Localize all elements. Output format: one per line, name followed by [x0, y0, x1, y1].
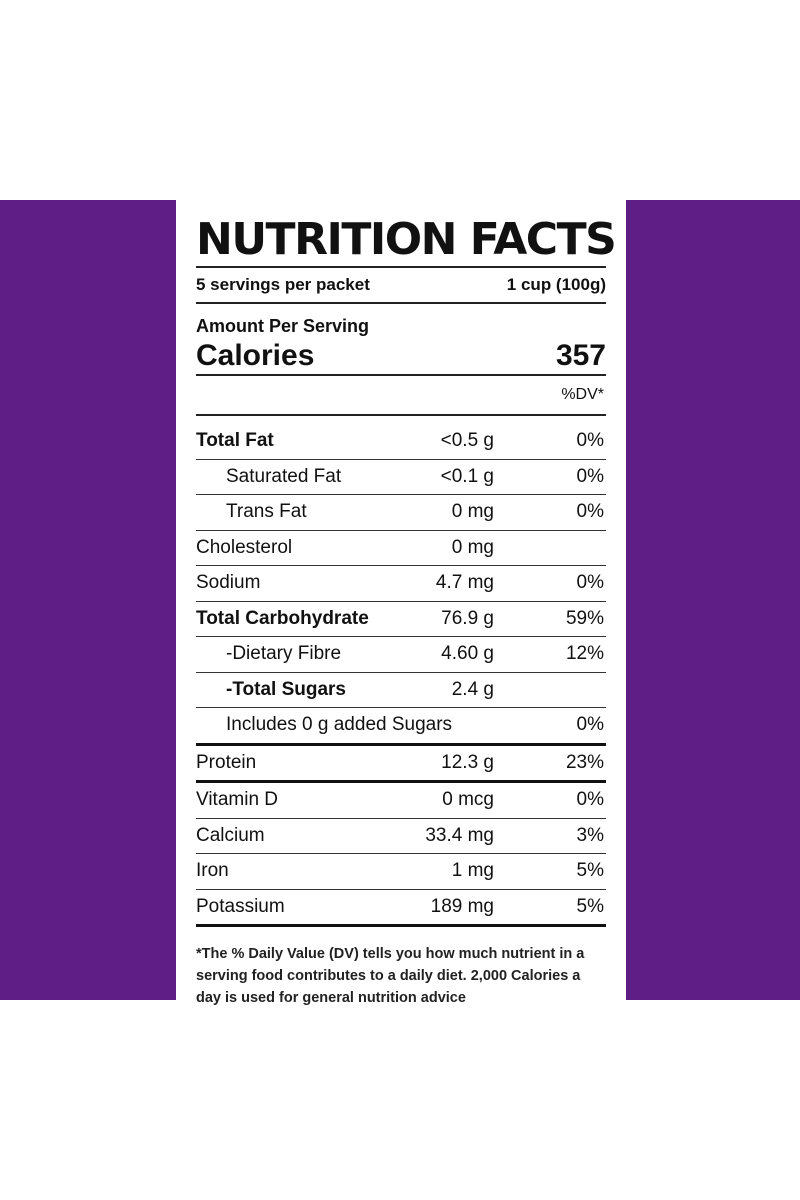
calories-value: 357 — [555, 339, 606, 372]
nutrient-amount: 76.9 g — [441, 607, 494, 629]
nutrient-daily-value: 0% — [576, 465, 604, 487]
nutrient-name: Iron — [196, 860, 229, 881]
nutrient-name: Saturated Fat — [226, 465, 342, 487]
nutrient-row-total-carbohydrate: Total Carbohydrate 76.9 g 59% — [196, 602, 606, 637]
nutrient-daily-value: 5% — [576, 860, 604, 881]
nutrient-name: Includes 0 g added Sugars — [226, 714, 453, 735]
serving-size: 1 cup (100g) — [506, 275, 606, 294]
nutrient-daily-value: 5% — [576, 895, 604, 917]
servings-line: 5 servings per packet 1 cup (100g) — [196, 266, 606, 302]
nutrient-daily-value: 0% — [576, 789, 604, 810]
nutrient-name: Total Carbohydrate — [196, 607, 369, 629]
nutrient-amount: 2.4 g — [451, 678, 494, 700]
nutrient-row-added-sugars: Includes 0 g added Sugars 0% — [196, 708, 606, 746]
nutrient-row-cholesterol: Cholesterol 0 mg — [196, 531, 606, 566]
daily-value-header: %DV* — [196, 374, 606, 416]
servings-per-packet: 5 servings per packet — [196, 275, 370, 294]
nutrient-amount: 0 mg — [451, 536, 494, 558]
nutrient-amount: 4.60 g — [441, 643, 494, 664]
nutrient-row-dietary-fibre: -Dietary Fibre 4.60 g 12% — [196, 637, 606, 673]
nutrition-facts-content: NUTRITION FACTS 5 servings per packet 1 … — [196, 214, 617, 1009]
nutrient-row-trans-fat: Trans Fat 0 mg 0% — [196, 495, 606, 531]
servings-divider — [196, 302, 606, 304]
nutrient-amount: 189 mg — [430, 895, 494, 917]
amount-per-serving-label: Amount Per Serving — [196, 316, 370, 336]
nutrient-daily-value: 0% — [576, 714, 604, 735]
nutrient-name: Vitamin D — [196, 789, 279, 810]
nutrient-name: Trans Fat — [226, 501, 307, 522]
nutrient-daily-value: 12% — [565, 643, 604, 664]
daily-value-footnote: *The % Daily Value (DV) tells you how mu… — [196, 946, 585, 1006]
nutrition-facts-title: NUTRITION FACTS — [196, 214, 617, 265]
nutrient-name: Cholesterol — [196, 536, 293, 558]
nutrient-daily-value: 59% — [565, 607, 604, 629]
nutrient-row-total-sugars: -Total Sugars 2.4 g — [196, 673, 606, 708]
nutrient-amount: 4.7 mg — [435, 572, 494, 593]
nutrient-daily-value: 0% — [576, 501, 604, 522]
nutrient-name: Total Fat — [196, 430, 274, 451]
nutrition-facts-panel: NUTRITION FACTS 5 servings per packet 1 … — [176, 200, 626, 1006]
nutrient-amount: 33.4 mg — [425, 824, 494, 846]
nutrient-table: Total Fat <0.5 g 0% Saturated Fat <0.1 g… — [196, 424, 606, 927]
nutrient-row-vitamin-d: Vitamin D 0 mcg 0% — [196, 783, 606, 819]
nutrient-row-potassium: Potassium 189 mg 5% — [196, 890, 606, 927]
nutrient-amount: 0 mg — [451, 501, 494, 522]
nutrient-daily-value: 23% — [565, 751, 604, 773]
nutrient-amount: <0.1 g — [440, 465, 494, 487]
nutrient-daily-value: 3% — [576, 824, 604, 846]
nutrient-row-saturated-fat: Saturated Fat <0.1 g 0% — [196, 460, 606, 495]
nutrient-daily-value: 0% — [576, 430, 604, 451]
nutrient-amount: 1 mg — [451, 860, 494, 881]
nutrient-amount: 12.3 g — [441, 751, 494, 773]
nutrient-daily-value: 0% — [576, 572, 604, 593]
nutrient-name: -Dietary Fibre — [226, 643, 342, 664]
calories-line: Calories 357 — [196, 336, 606, 374]
nutrient-row-sodium: Sodium 4.7 mg 0% — [196, 566, 606, 602]
nutrient-name: Sodium — [196, 572, 261, 593]
nutrient-row-iron: Iron 1 mg 5% — [196, 854, 606, 890]
nutrient-row-calcium: Calcium 33.4 mg 3% — [196, 819, 606, 854]
nutrient-name: Potassium — [196, 895, 285, 917]
nutrient-name: -Total Sugars — [226, 678, 346, 700]
nutrient-amount: 0 mcg — [442, 789, 494, 810]
nutrient-amount: <0.5 g — [440, 430, 494, 451]
calories-label: Calories — [196, 339, 315, 372]
nutrient-row-total-fat: Total Fat <0.5 g 0% — [196, 424, 606, 460]
nutrient-row-protein: Protein 12.3 g 23% — [196, 746, 606, 783]
nutrient-name: Calcium — [196, 824, 265, 846]
nutrient-name: Protein — [196, 751, 257, 773]
